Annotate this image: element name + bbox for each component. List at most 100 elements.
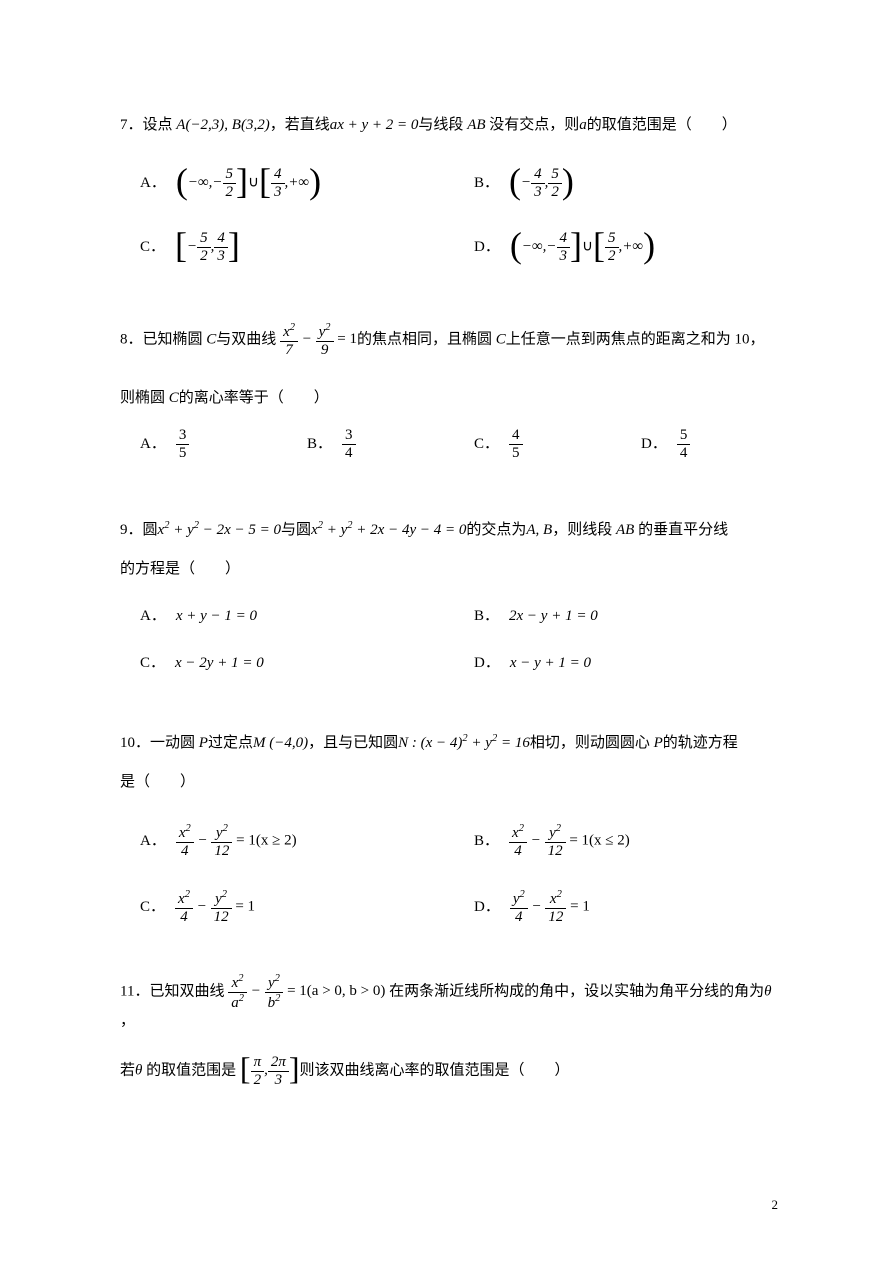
q11-eq: x2a2 − y2b2 = 1(a > 0, b > 0): [228, 983, 385, 999]
q8-c3: C: [169, 390, 179, 406]
q10-opt-d: D． y24 − x212 = 1: [454, 889, 788, 925]
q9-c-val: x − 2y + 1 = 0: [175, 653, 264, 674]
q9-opt-b: B． 2x − y + 1 = 0: [454, 606, 788, 627]
q10-opt-a: A． x24 − y212 = 1(x ≥ 2): [120, 823, 454, 859]
q8-opt-a: A． 35: [120, 427, 287, 461]
q9-t5: 的垂直平分线: [634, 522, 728, 538]
q9-eq1: x2 + y2 − 2x − 5 = 0: [158, 522, 282, 538]
q9-ab2: AB: [616, 522, 634, 538]
q7-opt-d: D． (−∞,−43]∪[52,+∞): [454, 230, 788, 264]
q8-opt-c: C． 45: [454, 427, 621, 461]
q9-stem: 9．圆x2 + y2 − 2x − 5 = 0与圆x2 + y2 + 2x − …: [120, 519, 788, 541]
q7-opt-a: A． (−∞,−52]∪[43,+∞): [120, 166, 454, 200]
q8-opt-d: D． 54: [621, 427, 788, 461]
q8-eq: x27 − y29 = 1: [280, 331, 357, 347]
q10-t4: 相切，则动圆圆心: [530, 735, 654, 751]
q10-t5: 的轨迹方程: [663, 735, 738, 751]
q9-options: A． x + y − 1 = 0 B． 2x − y + 1 = 0 C． x …: [120, 606, 788, 704]
q8-b-val: 34: [342, 427, 356, 461]
q7-stem: 7．设点 A(−2,3), B(3,2)，若直线ax + y + 2 = 0与线…: [120, 115, 788, 136]
q11-t2: 在两条渐近线所构成的角中，设以实轴为角平分线的角为: [385, 983, 764, 999]
opt-label: C．: [454, 434, 499, 455]
q11-t6: 则该双曲线离心率的取值范围是（ ）: [300, 1062, 570, 1078]
q9-t6: 的方程是（ ）: [120, 561, 240, 577]
q7-t5: 的取值范围是（ ）: [587, 117, 737, 133]
q9-number: 9．: [120, 522, 143, 538]
q7-a: a: [579, 117, 587, 133]
q10-stem: 10．一动圆 P过定点M (−4,0)，且与已知圆N : (x − 4)2 + …: [120, 732, 788, 754]
q7-points: A(−2,3), B(3,2): [176, 117, 269, 133]
q7-options: A． (−∞,−52]∪[43,+∞) B． (−43,52) C． [−52,…: [120, 166, 788, 294]
q8-opt-b: B． 34: [287, 427, 454, 461]
question-11: 11．已知双曲线 x2a2 − y2b2 = 1(a > 0, b > 0) 在…: [120, 973, 788, 1088]
q9-t3: 的交点为: [466, 522, 526, 538]
opt-label: C．: [120, 897, 165, 918]
opt-label: B．: [454, 831, 499, 852]
q11-number: 11．: [120, 983, 149, 999]
opt-label: B．: [454, 173, 499, 194]
question-10: 10．一动圆 P过定点M (−4,0)，且与已知圆N : (x − 4)2 + …: [120, 732, 788, 945]
q9-opt-c: C． x − 2y + 1 = 0: [120, 653, 454, 674]
q7-ab: AB: [467, 117, 485, 133]
opt-label: C．: [120, 653, 165, 674]
q10-t1: 一动圆: [150, 735, 199, 751]
q11-t5: 的取值范围是: [142, 1062, 236, 1078]
q10-p1: P: [199, 735, 208, 751]
q10-d-val: y24 − x212 = 1: [510, 889, 590, 925]
opt-label: A．: [120, 434, 166, 455]
q7-eq: ax + y + 2 = 0: [330, 117, 419, 133]
q10-a-val: x24 − y212 = 1(x ≥ 2): [176, 823, 297, 859]
q10-t6: 是（ ）: [120, 774, 195, 790]
q8-number: 8．: [120, 331, 143, 347]
q8-t6: 的离心率等于（ ）: [179, 390, 329, 406]
q10-opt-c: C． x24 − y212 = 1: [120, 889, 454, 925]
q7-text: 设点: [143, 117, 177, 133]
q9-eq2: x2 + y2 + 2x − 4y − 4 = 0: [311, 522, 466, 538]
q8-c2: C: [496, 331, 506, 347]
q10-opt-b: B． x24 − y212 = 1(x ≤ 2): [454, 823, 788, 859]
q7-opt-c: C． [−52,43]: [120, 230, 454, 264]
q10-options: A． x24 − y212 = 1(x ≥ 2) B． x24 − y212 =…: [120, 823, 788, 945]
opt-label: D．: [454, 237, 500, 258]
q11-stem2: 若θ 的取值范围是 [π2,2π3]则该双曲线离心率的取值范围是（ ）: [120, 1054, 788, 1088]
q7-t2: ，若直线: [270, 117, 330, 133]
q7-b-val: (−43,52): [509, 166, 574, 200]
opt-label: B．: [287, 434, 332, 455]
q8-a-val: 35: [176, 427, 190, 461]
q8-options: A． 35 B． 34 C． 45 D． 54: [120, 427, 788, 491]
opt-label: C．: [120, 237, 165, 258]
opt-label: D．: [454, 897, 500, 918]
q10-stem2: 是（ ）: [120, 772, 788, 793]
opt-label: D．: [621, 434, 667, 455]
q10-c-val: x24 − y212 = 1: [175, 889, 255, 925]
opt-label: B．: [454, 606, 499, 627]
opt-label: D．: [454, 653, 500, 674]
q11-t3: ，: [120, 1013, 135, 1029]
q9-stem2: 的方程是（ ）: [120, 559, 788, 580]
q7-t3: 与线段: [418, 117, 467, 133]
q9-b-val: 2x − y + 1 = 0: [509, 606, 598, 627]
opt-label: A．: [120, 606, 166, 627]
q10-b-val: x24 − y212 = 1(x ≤ 2): [509, 823, 630, 859]
q7-a-val: (−∞,−52]∪[43,+∞): [176, 166, 321, 200]
q8-t1: 已知椭圆: [143, 331, 207, 347]
q10-m: M (−4,0): [253, 735, 308, 751]
q11-stem: 11．已知双曲线 x2a2 − y2b2 = 1(a > 0, b > 0) 在…: [120, 973, 788, 1032]
q9-a-val: x + y − 1 = 0: [176, 606, 257, 627]
q8-c1: C: [206, 331, 216, 347]
q8-stem2: 则椭圆 C的离心率等于（ ）: [120, 388, 788, 409]
q9-opt-a: A． x + y − 1 = 0: [120, 606, 454, 627]
q9-t4: ，则线段: [552, 522, 616, 538]
q7-c-val: [−52,43]: [175, 230, 240, 264]
q9-t2: 与圆: [281, 522, 311, 538]
q8-t2: 与双曲线: [216, 331, 276, 347]
q10-t2: 过定点: [208, 735, 253, 751]
question-7: 7．设点 A(−2,3), B(3,2)，若直线ax + y + 2 = 0与线…: [120, 115, 788, 294]
q11-theta1: θ: [764, 983, 771, 999]
q8-stem: 8．已知椭圆 C与双曲线 x27 − y29 = 1的焦点相同，且椭圆 C上任意…: [120, 322, 788, 358]
question-8: 8．已知椭圆 C与双曲线 x27 − y29 = 1的焦点相同，且椭圆 C上任意…: [120, 322, 788, 491]
page-number: 2: [772, 1197, 779, 1213]
q9-ab: A, B: [526, 522, 552, 538]
q9-t1: 圆: [143, 522, 158, 538]
q9-opt-d: D． x − y + 1 = 0: [454, 653, 788, 674]
